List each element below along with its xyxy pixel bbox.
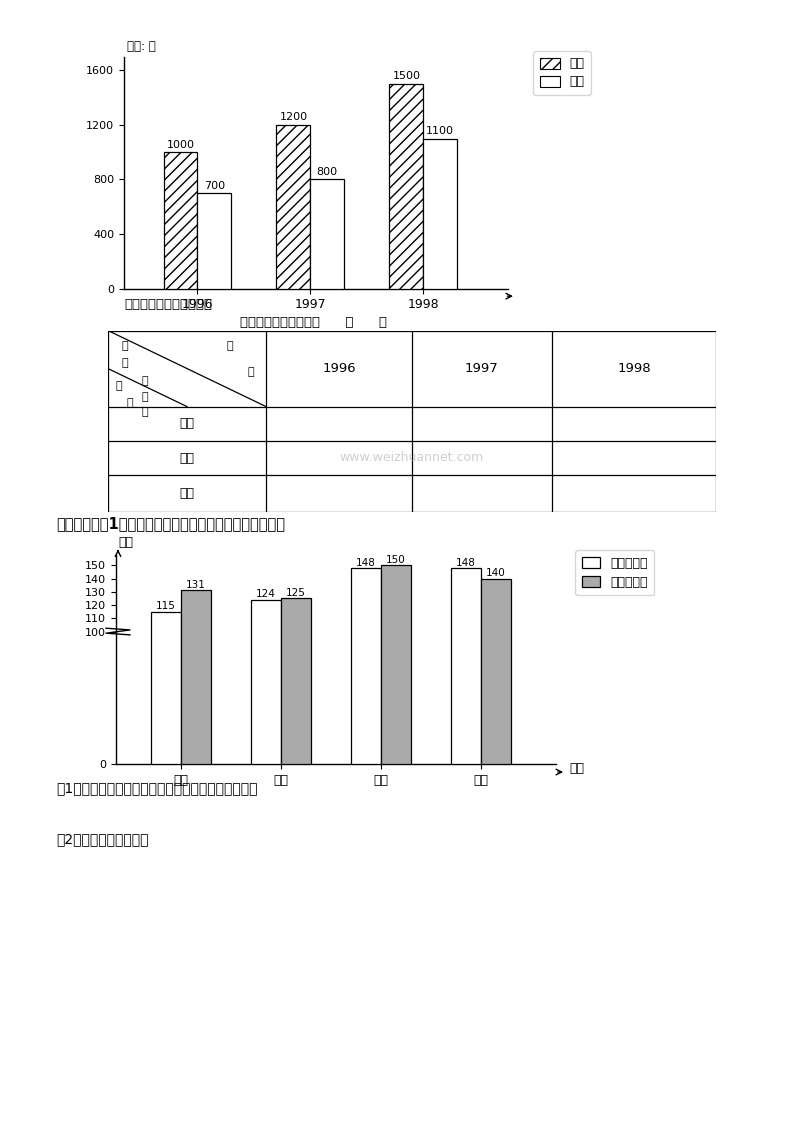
Text: 124: 124 [256, 590, 276, 599]
Legend: 水稻, 小麦: 水稻, 小麦 [534, 51, 591, 95]
Text: 125: 125 [286, 588, 306, 598]
Text: 单位: 吨: 单位: 吨 [127, 40, 156, 52]
Bar [423, 138, 457, 289]
Text: 份: 份 [247, 367, 254, 377]
Bar [281, 599, 311, 764]
Text: （1）与第一次测试相比，第二次测试谁的进步最大？: （1）与第一次测试相比，第二次测试谁的进步最大？ [56, 781, 258, 796]
Text: 1996: 1996 [322, 362, 356, 375]
Bar [381, 565, 411, 764]
Text: 吨: 吨 [142, 392, 148, 402]
Text: 1000: 1000 [166, 139, 194, 149]
Text: 115: 115 [156, 601, 176, 611]
Text: 新华村粮食产量统计表      年      月: 新华村粮食产量统计表 年 月 [240, 316, 387, 329]
Text: 合计: 合计 [179, 418, 194, 430]
Bar [198, 194, 231, 289]
Bar [451, 568, 481, 764]
Text: 产: 产 [122, 342, 128, 351]
Bar [163, 152, 198, 289]
Text: 148: 148 [356, 558, 376, 567]
Legend: 第一次测试, 第二次测试: 第一次测试, 第二次测试 [575, 550, 654, 595]
Text: 800: 800 [317, 168, 338, 177]
Text: 姓名: 姓名 [569, 762, 584, 774]
Bar [277, 125, 310, 289]
Text: 目: 目 [126, 397, 133, 408]
Text: 小麦: 小麦 [179, 487, 194, 500]
Text: （2）你还能看出什么？: （2）你还能看出什么？ [56, 832, 149, 847]
Text: ）: ） [142, 406, 148, 417]
Text: 1500: 1500 [392, 71, 420, 82]
Text: www.weizhuannet.com: www.weizhuannet.com [340, 451, 484, 464]
Text: 个数: 个数 [118, 537, 133, 549]
Text: 项: 项 [115, 381, 122, 392]
Bar [390, 84, 423, 289]
Bar [251, 600, 281, 764]
Bar [151, 611, 181, 764]
Text: 1100: 1100 [426, 126, 454, 136]
Text: 水稻: 水稻 [179, 452, 194, 465]
Text: 根据上图的数据填写下表: 根据上图的数据填写下表 [124, 298, 212, 311]
Text: 150: 150 [386, 555, 406, 565]
Text: （: （ [142, 376, 148, 386]
Text: 131: 131 [186, 580, 206, 590]
Text: 1997: 1997 [465, 362, 498, 375]
Text: 140: 140 [486, 568, 506, 578]
Bar [351, 568, 381, 764]
Text: 年: 年 [226, 342, 233, 351]
Text: 148: 148 [456, 558, 476, 567]
Bar [181, 591, 211, 764]
Text: 量: 量 [122, 358, 128, 368]
Bar [310, 180, 344, 289]
Text: 700: 700 [204, 181, 225, 190]
Text: 三、四年级（1）班某小组同学两次跳绳测试成绩如下图。: 三、四年级（1）班某小组同学两次跳绳测试成绩如下图。 [56, 516, 285, 532]
Bar [481, 578, 511, 764]
Text: 1998: 1998 [617, 362, 650, 375]
Text: 1200: 1200 [279, 112, 307, 122]
